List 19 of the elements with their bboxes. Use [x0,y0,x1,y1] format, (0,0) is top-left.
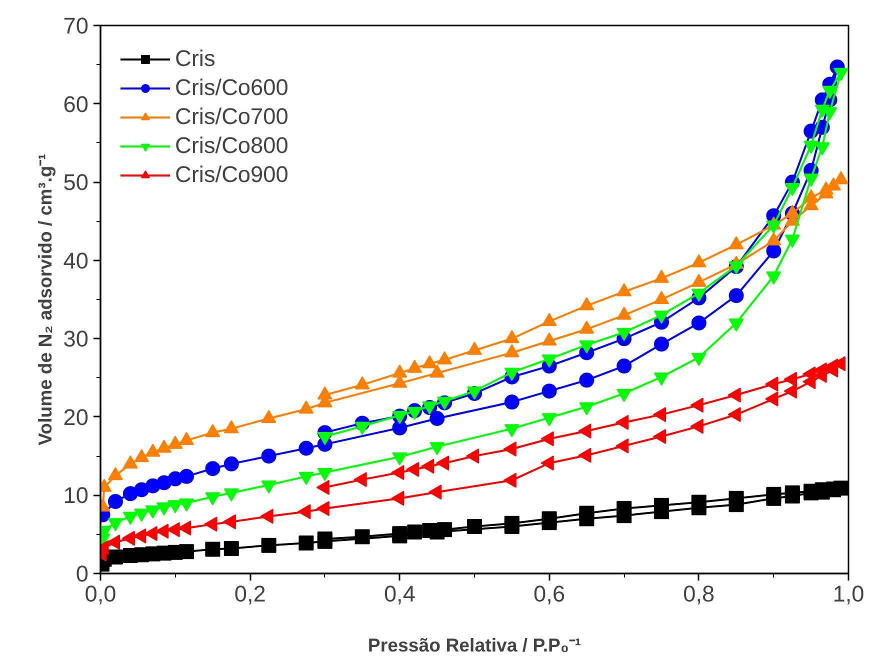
legend-label: Cris [175,45,216,72]
legend-label: Cris/Co800 [175,132,288,159]
y-tick-label: 30 [63,326,88,352]
x-tick-label: 0,8 [683,580,715,606]
y-tick-label: 60 [63,90,88,117]
x-axis-title: Pressão Relativa / P.P₀⁻¹ [368,634,582,656]
x-tick-label: 0,2 [234,580,266,606]
y-tick-label: 10 [63,482,88,508]
y-axis-title: Volume de N₂ adsorvido / cm³.g⁻¹ [34,154,56,446]
y-tick-label: 20 [63,404,88,430]
x-tick-label: 1,0 [832,580,864,606]
y-tick-label: 40 [63,247,88,274]
legend-label: Cris/Co900 [175,161,288,188]
y-tick-label: 50 [63,169,88,196]
y-tick-label: 70 [63,12,88,38]
legend-label: Cris/Co600 [175,74,288,101]
legend-label: Cris/Co700 [175,103,288,130]
x-tick-label: 0,6 [534,580,566,606]
x-tick-label: 0,4 [384,580,416,606]
